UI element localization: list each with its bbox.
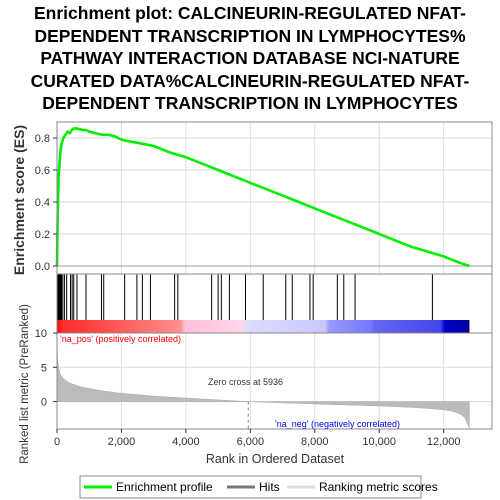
rank-color-bar: [57, 320, 470, 333]
pos-label: 'na_pos' (positively correlated): [60, 334, 181, 344]
metric-axis-label: Ranked list metric (PreRanked): [19, 304, 31, 464]
x-tick-label: 12,000: [427, 436, 461, 448]
chart-title: Enrichment plot: CALCINEURIN-REGULATED N…: [0, 2, 500, 115]
x-tick-label: 0: [54, 436, 60, 448]
ranked-metric-area: [56, 337, 470, 429]
es-tick-label: 0.4: [35, 197, 50, 209]
legend-enrichment-label: Enrichment profile: [116, 480, 213, 494]
metric-panel-frame: [56, 332, 493, 430]
es-tick-label: 0.0: [35, 261, 50, 273]
title-line-3: PATHWAY INTERACTION DATABASE NCI-NATURE: [40, 48, 460, 68]
legend-hits-label: Hits: [259, 480, 280, 494]
metric-tick-label: 10: [35, 328, 47, 340]
legend: Enrichment profile Hits Ranking metric s…: [79, 475, 438, 499]
x-tick-label: 2,000: [108, 436, 136, 448]
es-tick-label: 0.2: [35, 229, 50, 241]
metric-tick-label: 0: [41, 397, 47, 409]
x-axis-label: Rank in Ordered Dataset: [206, 452, 345, 466]
title-line-5: DEPENDENT TRANSCRIPTION IN LYMPHOCYTES: [42, 93, 458, 113]
es-tick-label: 0.6: [35, 165, 50, 177]
es-tick-label: 0.8: [35, 133, 50, 145]
x-tick-label: 10,000: [362, 436, 396, 448]
enrichment-profile-line: [55, 127, 470, 268]
metric-tick-label: 5: [41, 362, 47, 374]
x-tick-label: 8,000: [301, 436, 329, 448]
title-line-2: DEPENDENT TRANSCRIPTION IN LYMPHOCYTES%: [34, 25, 466, 46]
es-axis-label: Enrichment score (ES): [11, 125, 27, 275]
title-line-1: Enrichment plot: CALCINEURIN-REGULATED N…: [34, 3, 466, 23]
zero-cross-label: Zero cross at 5936: [208, 377, 283, 387]
x-tick-label: 6,000: [237, 436, 265, 448]
title-line-4: CURATED DATA%CALCINEURIN-REGULATED NFAT-: [30, 70, 470, 91]
plot-background: [57, 122, 492, 429]
legend-metric-label: Ranking metric scores: [319, 480, 438, 494]
neg-label: 'na_neg' (negatively correlated): [275, 419, 400, 429]
x-tick-label: 4,000: [172, 436, 200, 448]
